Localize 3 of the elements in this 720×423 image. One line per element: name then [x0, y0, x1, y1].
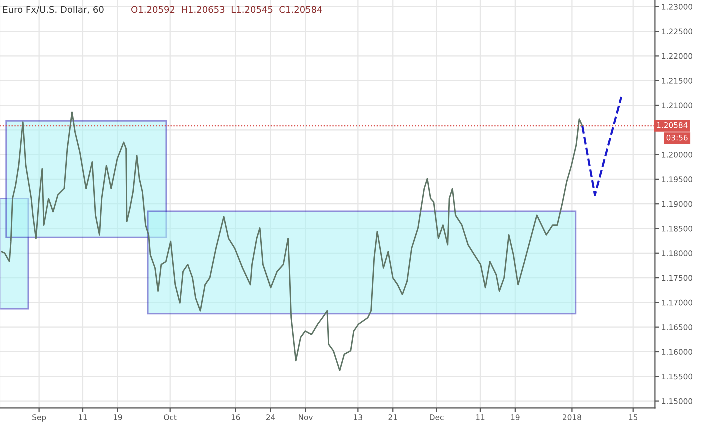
line-series — [1, 112, 584, 372]
text: Euro Fx/U.S. Dollar, 60 — [4, 6, 104, 14]
text: O1.20592 H1.20653 L1.20545 C1.20584 — [132, 6, 322, 14]
